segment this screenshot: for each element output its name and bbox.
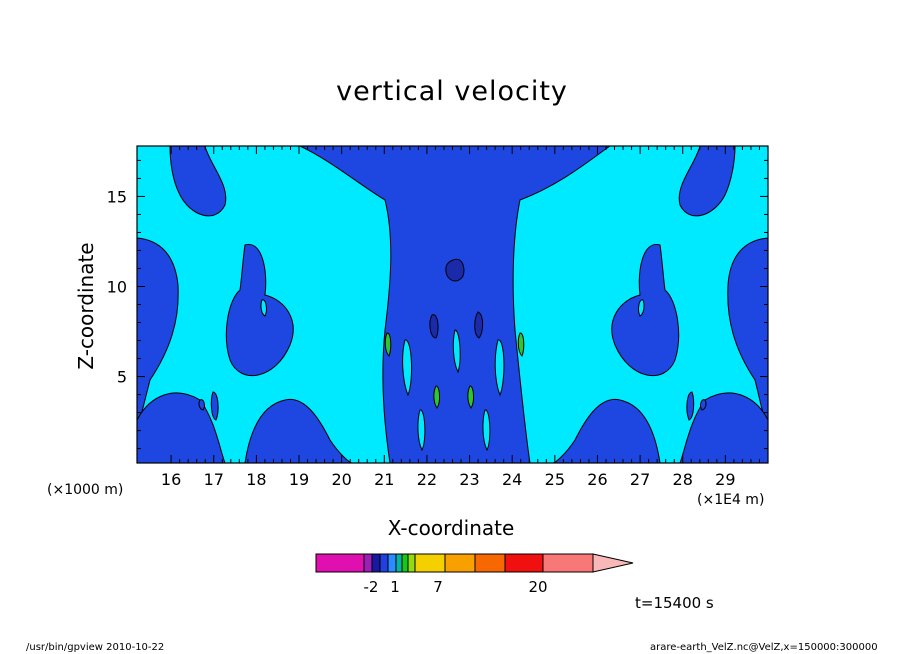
- negative-region-right-top: [678, 146, 736, 217]
- colorbar-segment: [395, 553, 403, 573]
- x-tick-label: 25: [545, 470, 565, 489]
- positive-cell: [384, 332, 392, 357]
- weak-velocity-gap: [482, 409, 491, 452]
- negative-region-left-edge: [137, 237, 179, 431]
- strong-negative-core: [474, 311, 484, 339]
- colorbar-tick-label: 1: [390, 578, 400, 596]
- colorbar-segment: [414, 553, 446, 573]
- colorbar-segment: [315, 553, 365, 573]
- colorbar-segment: [387, 553, 397, 573]
- x-tick-label: 26: [587, 470, 607, 489]
- x-tick-label: 16: [161, 470, 181, 489]
- weak-velocity-gap: [402, 339, 413, 397]
- x-tick-label: 22: [417, 470, 437, 489]
- positive-cell: [433, 385, 440, 409]
- strong-negative-core: [445, 258, 465, 282]
- colorbar-segment: [401, 553, 409, 573]
- negative-spot: [210, 391, 219, 421]
- weak-velocity-gap: [638, 299, 645, 317]
- negative-region-central: [299, 146, 611, 463]
- colorbar-tick-label: -2: [364, 578, 379, 596]
- weak-velocity-gap: [494, 339, 505, 397]
- colorbar-segment: [444, 553, 476, 573]
- x-tick-label: 23: [459, 470, 479, 489]
- footer-right: arare-earth_VelZ.nc@VelZ,x=150000:300000: [650, 642, 878, 653]
- footer-left: /usr/bin/gpview 2010-10-22: [26, 642, 165, 653]
- negative-region-left-top: [169, 146, 227, 217]
- weak-velocity-gap: [260, 299, 267, 317]
- y-axis-label: Z-coordinate: [74, 242, 98, 370]
- y-tick-label: 15: [107, 187, 127, 206]
- positive-cell: [467, 385, 474, 409]
- x-scale-note: (×1E4 m): [697, 492, 765, 508]
- negative-region-lower-right-2: [552, 398, 661, 463]
- x-axis-label: X-coordinate: [387, 516, 515, 540]
- colorbar-arrow: [592, 553, 634, 573]
- negative-spot: [198, 399, 205, 411]
- x-tick-label: 19: [289, 470, 309, 489]
- weak-velocity-gap: [417, 409, 426, 452]
- colorbar-segment: [407, 553, 416, 573]
- strong-negative-core: [429, 314, 439, 339]
- negative-spot: [686, 391, 695, 421]
- weak-velocity-gap: [452, 329, 461, 374]
- colorbar-segment: [474, 553, 506, 573]
- colorbar-segment: [363, 553, 373, 573]
- negative-spot: [700, 399, 707, 411]
- x-tick-label: 27: [630, 470, 650, 489]
- x-tick-label: 21: [374, 470, 394, 489]
- negative-region-left-inner: [225, 244, 294, 376]
- y-tick-label: 10: [107, 277, 127, 296]
- y-tick-label: 5: [117, 368, 127, 387]
- negative-region-right-inner: [611, 244, 680, 376]
- negative-region-right-edge: [727, 237, 768, 431]
- x-tick-label: 20: [331, 470, 351, 489]
- x-tick-label: 29: [715, 470, 735, 489]
- positive-cell: [517, 332, 525, 357]
- x-tick-label: 17: [204, 470, 224, 489]
- x-unit-note: (×1000 m): [47, 482, 124, 498]
- colorbar-segment: [379, 553, 389, 573]
- x-tick-label: 28: [673, 470, 693, 489]
- x-tick-label: 24: [502, 470, 522, 489]
- x-tick-label: 18: [246, 470, 266, 489]
- negative-region-lower-left-2: [244, 398, 353, 463]
- colorbar-tick-label: 7: [433, 578, 443, 596]
- time-label: t=15400 s: [635, 594, 714, 612]
- colorbar-segment: [542, 553, 594, 573]
- chart-title: vertical velocity: [336, 76, 568, 107]
- colorbar-segment: [371, 553, 381, 573]
- colorbar-segment: [504, 553, 544, 573]
- colorbar-tick-label: 20: [528, 578, 547, 596]
